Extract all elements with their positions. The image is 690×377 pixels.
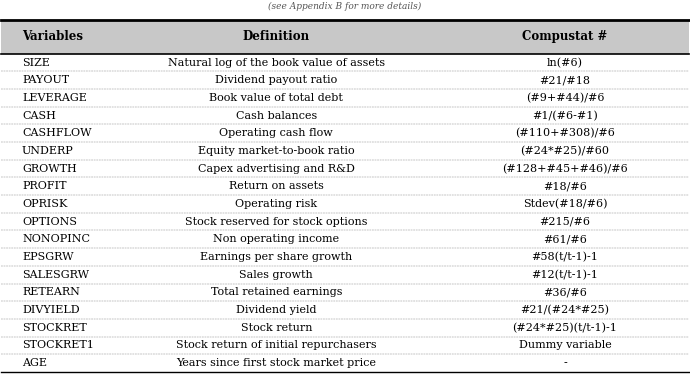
Text: Equity market-to-book ratio: Equity market-to-book ratio (198, 146, 355, 156)
Text: STOCKRET: STOCKRET (22, 323, 87, 333)
Text: Stock reserved for stock options: Stock reserved for stock options (185, 217, 368, 227)
Text: Stock return of initial repurchasers: Stock return of initial repurchasers (176, 340, 377, 350)
Text: Capex advertising and R&D: Capex advertising and R&D (198, 164, 355, 174)
Text: Dividend payout ratio: Dividend payout ratio (215, 75, 337, 85)
Text: Earnings per share growth: Earnings per share growth (200, 252, 353, 262)
Text: CASHFLOW: CASHFLOW (22, 128, 92, 138)
Text: RETEARN: RETEARN (22, 287, 80, 297)
Bar (1, 20, 689, 54)
Text: NONOPINC: NONOPINC (22, 234, 90, 244)
Text: #215/#6: #215/#6 (540, 217, 591, 227)
Text: Dummy variable: Dummy variable (519, 340, 611, 350)
Text: OPRISK: OPRISK (22, 199, 68, 209)
Text: #1/(#6-#1): #1/(#6-#1) (532, 110, 598, 121)
Text: Book value of total debt: Book value of total debt (209, 93, 343, 103)
Text: (see Appendix B for more details): (see Appendix B for more details) (268, 2, 422, 11)
Text: (#24*#25)/#60: (#24*#25)/#60 (520, 146, 609, 156)
Text: (#24*#25)(t/t-1)-1: (#24*#25)(t/t-1)-1 (513, 323, 618, 333)
Text: Stdev(#18/#6): Stdev(#18/#6) (522, 199, 607, 209)
Text: -: - (563, 358, 566, 368)
Text: #36/#6: #36/#6 (543, 287, 587, 297)
Text: #21/(#24*#25): #21/(#24*#25) (520, 305, 609, 315)
Text: AGE: AGE (22, 358, 47, 368)
Text: (#128+#45+#46)/#6: (#128+#45+#46)/#6 (502, 164, 628, 174)
Text: Stock return: Stock return (241, 323, 312, 333)
Text: ln(#6): ln(#6) (547, 57, 583, 68)
Text: Compustat #: Compustat # (522, 31, 607, 43)
Text: Sales growth: Sales growth (239, 270, 313, 280)
Text: #12(t/t-1)-1: #12(t/t-1)-1 (531, 270, 598, 280)
Text: DIVYIELD: DIVYIELD (22, 305, 79, 315)
Text: Operating risk: Operating risk (235, 199, 317, 209)
Text: Variables: Variables (22, 31, 83, 43)
Text: Natural log of the book value of assets: Natural log of the book value of assets (168, 58, 385, 67)
Text: EPSGRW: EPSGRW (22, 252, 74, 262)
Text: LEVERAGE: LEVERAGE (22, 93, 87, 103)
Text: STOCKRET1: STOCKRET1 (22, 340, 94, 350)
Text: Total retained earnings: Total retained earnings (210, 287, 342, 297)
Text: (#9+#44)/#6: (#9+#44)/#6 (526, 93, 604, 103)
Text: Years since first stock market price: Years since first stock market price (176, 358, 376, 368)
Text: Cash balances: Cash balances (236, 110, 317, 121)
Text: Definition: Definition (243, 31, 310, 43)
Text: CASH: CASH (22, 110, 56, 121)
Text: SIZE: SIZE (22, 58, 50, 67)
Text: UNDERP: UNDERP (22, 146, 74, 156)
Text: SALESGRW: SALESGRW (22, 270, 89, 280)
Text: Non operating income: Non operating income (213, 234, 339, 244)
Text: PAYOUT: PAYOUT (22, 75, 69, 85)
Text: (#110+#308)/#6: (#110+#308)/#6 (515, 128, 615, 138)
Text: #58(t/t-1)-1: #58(t/t-1)-1 (531, 252, 598, 262)
Text: OPTIONS: OPTIONS (22, 217, 77, 227)
Text: #61/#6: #61/#6 (543, 234, 587, 244)
Text: Return on assets: Return on assets (229, 181, 324, 191)
Text: PROFIT: PROFIT (22, 181, 66, 191)
Text: #21/#18: #21/#18 (540, 75, 591, 85)
Text: Dividend yield: Dividend yield (236, 305, 317, 315)
Text: GROWTH: GROWTH (22, 164, 77, 174)
Text: Operating cash flow: Operating cash flow (219, 128, 333, 138)
Text: #18/#6: #18/#6 (543, 181, 587, 191)
